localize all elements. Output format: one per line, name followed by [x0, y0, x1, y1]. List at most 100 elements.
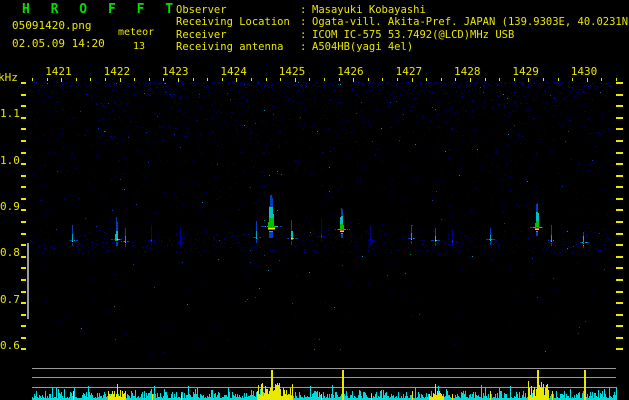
- strip-echo-spike: [371, 394, 372, 400]
- strip-gridline: [32, 387, 616, 388]
- y-axis-minor-tick-right: [616, 313, 623, 316]
- strip-echo-spike: [181, 394, 182, 400]
- x-axis-minor-tick: [572, 78, 574, 81]
- x-axis-tick-label: 1428: [454, 65, 481, 78]
- x-axis-minor-tick: [46, 78, 48, 81]
- y-axis-minor-tick-right: [616, 128, 623, 131]
- x-axis-minor-tick: [616, 78, 617, 81]
- x-axis-minor-tick: [178, 78, 179, 81]
- info-separator: :: [300, 16, 312, 28]
- x-axis-minor-tick: [75, 78, 77, 81]
- x-axis-minor-tick: [397, 78, 398, 81]
- strip-echo-spike: [73, 391, 74, 400]
- datetime-label: 02.05.09 14:20: [12, 37, 105, 50]
- y-axis-minor-tick: [21, 278, 26, 281]
- info-row: Receiver: ICOM IC-575 53.7492(@LCD)MHz US…: [176, 29, 629, 41]
- x-axis-tick-label: 1425: [279, 65, 306, 78]
- info-value: A504HB(yagi 4el): [312, 41, 413, 53]
- strip-echo-spike: [117, 384, 118, 400]
- strip-echo-spike: [412, 391, 413, 400]
- x-axis-tick-label: 1427: [396, 65, 423, 78]
- x-axis-minor-tick: [528, 78, 530, 81]
- y-axis-tick-label: 0.7: [0, 293, 20, 306]
- y-axis-minor-tick: [21, 197, 26, 200]
- x-axis-minor-tick: [484, 78, 486, 81]
- y-axis-minor-tick-right: [616, 209, 623, 212]
- y-axis-minor-tick-right: [616, 197, 623, 200]
- y-axis-minor-tick: [21, 302, 26, 305]
- info-row: Observer: Masayuki Kobayashi: [176, 4, 629, 16]
- x-axis-minor-tick: [426, 78, 428, 81]
- y-axis-minor-tick-right: [616, 232, 623, 235]
- y-axis: kHz 1.1 1.0 0.9 0.8 0.7 0.6: [0, 63, 623, 400]
- strip-echo-spike: [152, 394, 153, 400]
- y-axis-minor-tick: [21, 105, 26, 108]
- x-axis-minor-tick: [134, 78, 136, 81]
- y-axis-minor-tick-right: [616, 221, 623, 223]
- noise-layer: [32, 82, 616, 360]
- info-separator: :: [300, 41, 312, 53]
- amplitude-scale-bar: [27, 243, 29, 319]
- filename-label: 05091420.png: [12, 19, 91, 32]
- y-axis-minor-tick: [21, 174, 26, 177]
- info-separator: :: [300, 29, 312, 41]
- y-axis-minor-tick-right: [616, 151, 623, 154]
- y-axis-minor-tick: [21, 336, 26, 339]
- y-axis-minor-tick: [21, 82, 26, 84]
- y-axis-minor-tick-right: [616, 336, 623, 339]
- x-axis-minor-tick: [411, 78, 413, 81]
- x-axis-minor-tick: [61, 78, 63, 81]
- y-axis-minor-tick-right: [616, 348, 623, 351]
- header-panel: H R O F F T 05091420.png 02.05.09 14:20 …: [0, 0, 629, 62]
- info-value: Ogata-vill. Akita-Pref. JAPAN (139.9303E…: [312, 16, 629, 28]
- meteor-counter-value: 13: [133, 41, 145, 52]
- y-axis-unit-label: kHz: [0, 71, 18, 84]
- strip-echo-spike: [584, 370, 586, 400]
- x-axis-minor-tick: [338, 78, 340, 81]
- x-axis-minor-tick: [324, 78, 325, 81]
- strip-echo-spike: [321, 394, 322, 400]
- x-axis-minor-tick: [119, 78, 121, 81]
- x-axis-minor-tick: [440, 78, 442, 81]
- strip-gridline: [32, 368, 616, 369]
- strip-echo-spike: [490, 391, 491, 400]
- y-axis-minor-tick: [21, 290, 26, 293]
- y-axis-minor-tick-right: [616, 93, 623, 96]
- info-key: Receiver: [176, 29, 300, 41]
- x-axis-minor-tick: [280, 78, 282, 81]
- y-axis-minor-tick: [21, 267, 26, 270]
- x-axis-minor-tick: [470, 78, 471, 81]
- y-axis-tick-label: 1.1: [0, 107, 20, 120]
- strip-echo-spike: [452, 394, 453, 400]
- x-axis-minor-tick: [192, 78, 194, 81]
- x-axis-tick-label: 1424: [220, 65, 247, 78]
- y-axis-minor-tick: [21, 116, 26, 119]
- y-axis-minor-tick-right: [616, 105, 623, 108]
- y-axis-minor-tick-right: [616, 267, 623, 270]
- y-axis-minor-tick: [21, 93, 26, 96]
- y-axis-tick-label: 0.6: [0, 339, 20, 352]
- x-axis-minor-tick: [309, 78, 311, 81]
- x-axis-minor-tick: [148, 78, 150, 81]
- y-axis-minor-tick-right: [616, 244, 623, 247]
- x-axis-tick-label: 1421: [45, 65, 72, 78]
- y-axis-minor-tick: [21, 139, 26, 142]
- spectrogram-canvas: [32, 82, 616, 360]
- y-axis-minor-tick: [21, 313, 26, 316]
- x-axis-tick-label: 1423: [162, 65, 189, 78]
- y-axis-minor-tick-right: [616, 278, 623, 281]
- y-axis-tick-label: 1.0: [0, 154, 20, 167]
- meteor-counter-label: meteor: [118, 27, 154, 38]
- x-axis-minor-tick: [265, 78, 267, 81]
- x-axis-minor-tick: [353, 78, 355, 81]
- y-axis-minor-tick-right: [616, 116, 623, 119]
- x-axis-minor-tick: [499, 78, 501, 81]
- x-axis-minor-tick: [513, 78, 515, 81]
- info-value: Masayuki Kobayashi: [312, 4, 426, 16]
- y-axis-minor-tick: [21, 232, 26, 235]
- x-axis-minor-tick: [251, 78, 252, 81]
- x-axis-minor-tick: [294, 78, 296, 81]
- y-axis-minor-tick-right: [616, 186, 623, 189]
- y-axis-minor-tick-right: [616, 174, 623, 177]
